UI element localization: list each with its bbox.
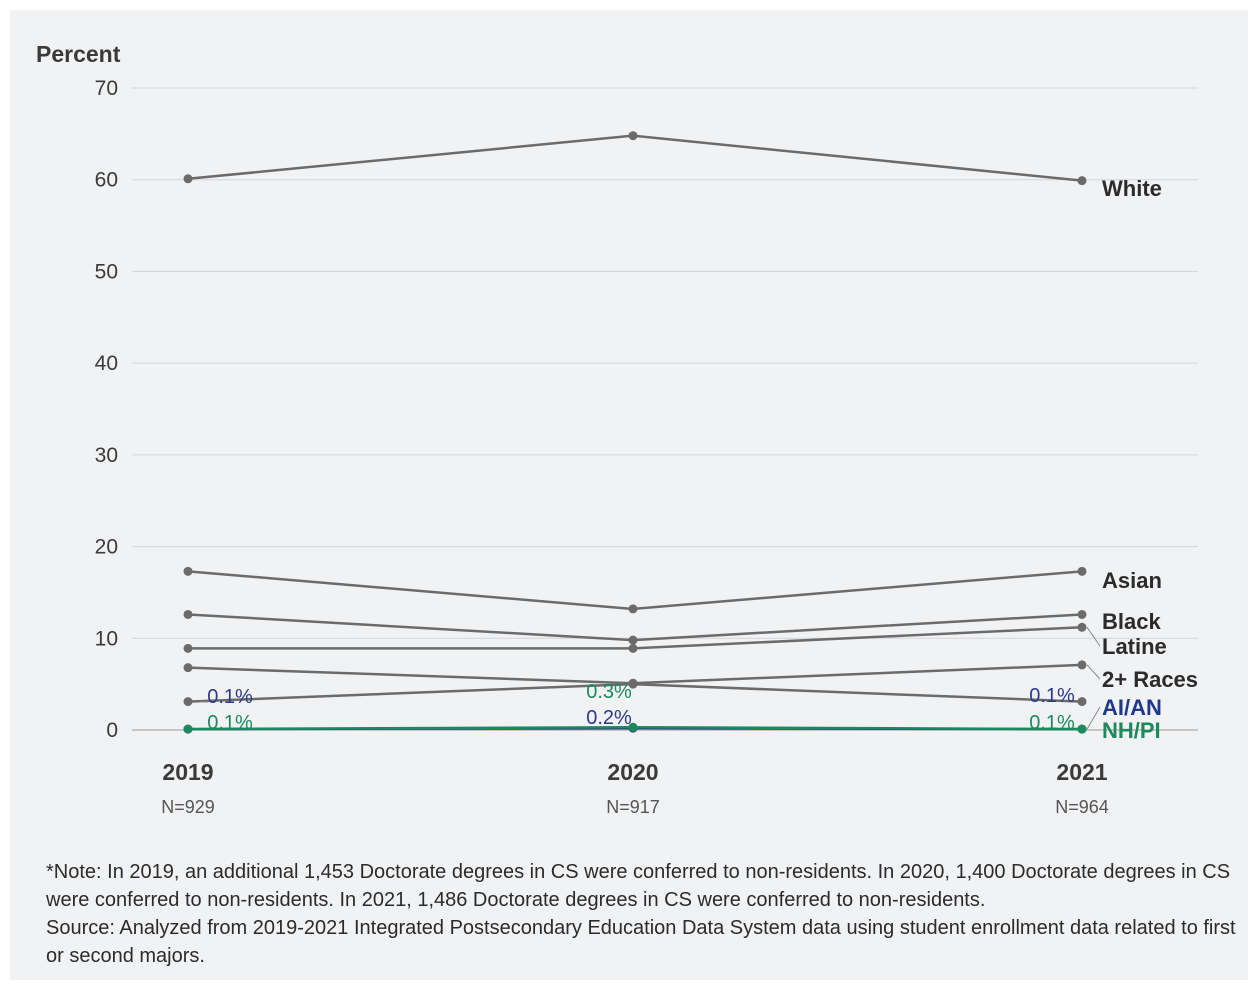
data-point-asian-2021 [1077,566,1087,576]
value-annotation-5: 0.1% [1029,685,1075,707]
data-point-unlabeled-5-2021 [1077,697,1087,707]
series-label-white: White [1102,176,1162,201]
y-tick-label-60: 60 [95,169,118,192]
series-line-asian [187,570,1083,611]
data-point-white-2021 [1077,176,1087,186]
data-point-nh-pi-2020 [628,722,638,732]
y-tick-label-50: 50 [95,260,118,283]
series-label-nh-pi: NH/PI [1102,718,1161,743]
series-label-latine: Latine [1102,634,1167,659]
data-point-latine-2021 [1077,622,1087,632]
n-label-2021: N=964 [1055,797,1109,817]
data-point-black-2021 [1077,609,1087,619]
value-annotation-6: 0.1% [1029,712,1075,734]
n-label-2019: N=929 [161,797,215,817]
n-label-2020: N=917 [606,797,660,817]
data-point-latine-2019 [183,643,193,653]
data-point-black-2020 [628,635,638,645]
leader-line-latine [1086,626,1101,647]
y-tick-label-10: 10 [95,627,118,650]
y-tick-label-70: 70 [95,77,118,100]
series-label-black: Black [1102,609,1161,634]
series-line-white [187,134,1083,182]
note-text: *Note: In 2019, an additional 1,453 Doct… [46,861,1231,911]
chart-card: Percent 0 10 20 30 40 50 60 70 2019 N=929 2020 N=917… [10,10,1248,980]
data-point-asian-2019 [183,566,193,576]
y-axis-title: Percent [36,41,121,67]
value-annotation-3: 0.3% [586,681,632,703]
x-tick-label-2019: 2019 [162,759,213,785]
data-point-2-races-2019 [183,663,193,673]
value-annotation-2: 0.1% [207,712,253,734]
data-point-nh-pi-2021 [1077,724,1087,734]
source-text: Source: Analyzed from 2019-2021 Integrat… [46,917,1236,967]
series-label-ai-an: AI/AN [1102,695,1162,720]
data-point-unlabeled-5-2020 [628,679,638,689]
x-tick-label-2021: 2021 [1056,759,1107,785]
value-annotation-1: 0.1% [207,686,253,708]
data-point-white-2019 [183,174,193,184]
y-tick-label-30: 30 [95,444,118,467]
y-tick-label-20: 20 [95,536,118,559]
data-point-unlabeled-5-2019 [183,697,193,707]
x-tick-label-2020: 2020 [607,759,658,785]
series-label-2-races: 2+ Races [1102,667,1198,692]
line-chart: Percent 0 10 20 30 40 50 60 70 2019 N=929 2020 N=917… [36,41,1198,817]
data-point-2-races-2021 [1077,660,1087,670]
data-point-black-2019 [183,609,193,619]
series-label-asian: Asian [1102,568,1162,593]
data-point-asian-2020 [628,604,638,614]
leader-line-2-races [1086,664,1101,680]
data-point-white-2020 [628,131,638,141]
value-annotation-4: 0.2% [586,707,632,729]
y-tick-label-0: 0 [106,719,118,742]
y-tick-label-40: 40 [95,352,118,375]
data-point-nh-pi-2019 [183,724,193,734]
leader-line-ai-an [1086,706,1101,730]
data-point-latine-2020 [628,643,638,653]
chart-note: *Note: In 2019, an additional 1,453 Doct… [46,858,1246,970]
